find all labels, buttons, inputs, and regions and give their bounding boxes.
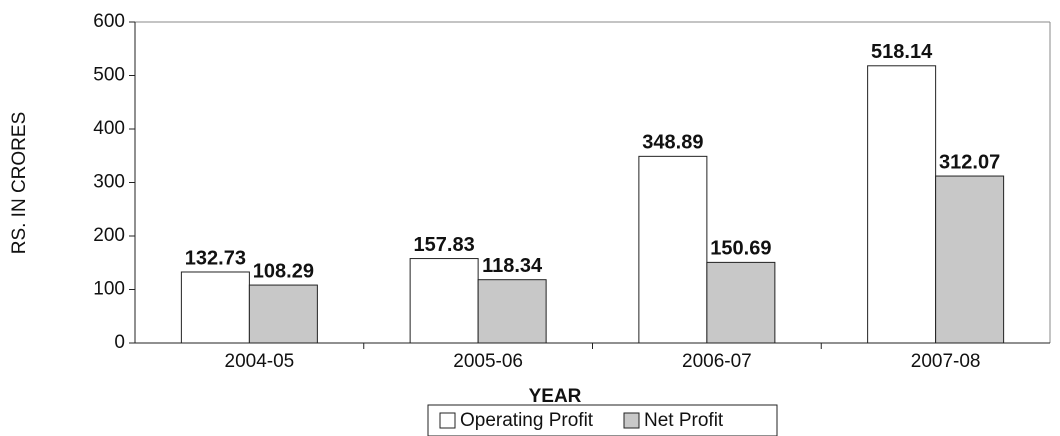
- bar: [248, 284, 318, 344]
- legend-label: Net Profit: [644, 410, 724, 431]
- y-tick-label: 0: [114, 332, 125, 353]
- value-label: 150.69: [710, 238, 771, 260]
- value-label: 348.89: [642, 132, 703, 154]
- bar: [867, 65, 937, 344]
- x-axis-title: YEAR: [529, 386, 582, 407]
- bar: [409, 258, 479, 344]
- legend-swatch: [439, 412, 456, 429]
- y-tick-label: 100: [93, 279, 125, 300]
- bar: [935, 175, 1005, 344]
- x-tick-label: 2006-07: [682, 351, 752, 372]
- legend-box: [427, 404, 778, 436]
- y-tick-label: 200: [93, 225, 125, 246]
- bar: [706, 261, 776, 344]
- bar: [180, 271, 250, 344]
- y-tick-label: 500: [93, 65, 125, 86]
- y-tick-label: 400: [93, 118, 125, 139]
- value-label: 132.73: [185, 247, 246, 269]
- x-tick-label: 2004-05: [225, 351, 295, 372]
- value-label: 157.83: [414, 234, 475, 256]
- x-tick-label: 2007-08: [911, 351, 981, 372]
- y-tick-label: 300: [93, 172, 125, 193]
- y-axis-title: RS. IN CRORES: [9, 112, 30, 255]
- x-tick-label: 2005-06: [453, 351, 523, 372]
- value-label: 118.34: [482, 255, 543, 277]
- value-label: 108.29: [253, 260, 314, 282]
- bar: [638, 155, 708, 344]
- legend-label: Operating Profit: [460, 410, 594, 431]
- legend-swatch: [623, 412, 640, 429]
- y-tick-label: 600: [93, 11, 125, 32]
- value-label: 312.07: [939, 151, 1000, 173]
- bar: [477, 279, 547, 344]
- value-label: 518.14: [871, 41, 933, 63]
